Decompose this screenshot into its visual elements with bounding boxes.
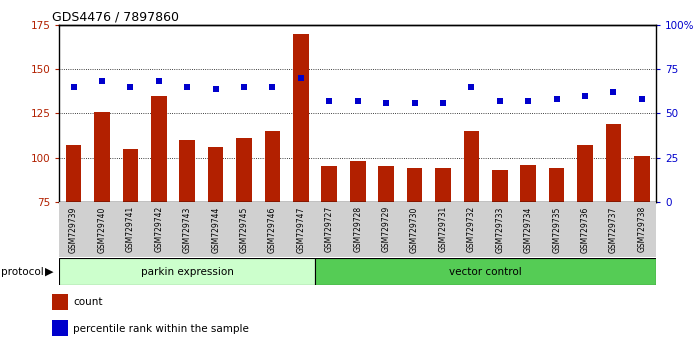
Bar xyxy=(293,34,309,202)
Bar xyxy=(59,258,315,285)
Text: GSM729742: GSM729742 xyxy=(154,206,163,252)
Bar xyxy=(350,161,366,202)
Text: GSM729734: GSM729734 xyxy=(524,206,533,252)
Point xyxy=(409,100,420,105)
Text: GSM729735: GSM729735 xyxy=(552,206,561,252)
Point xyxy=(637,96,648,102)
Bar xyxy=(94,112,110,202)
Point xyxy=(494,98,505,104)
Point xyxy=(295,75,306,81)
Text: GSM729744: GSM729744 xyxy=(211,206,220,252)
Bar xyxy=(179,140,195,202)
Text: GSM729728: GSM729728 xyxy=(353,206,362,252)
Bar xyxy=(634,156,650,202)
Bar xyxy=(549,168,565,202)
Point xyxy=(68,84,79,90)
Point xyxy=(153,79,164,84)
Point xyxy=(181,84,193,90)
Point xyxy=(551,96,562,102)
Point xyxy=(96,79,107,84)
Point xyxy=(523,98,534,104)
Bar xyxy=(463,131,480,202)
Text: ▶: ▶ xyxy=(45,267,54,276)
Text: GDS4476 / 7897860: GDS4476 / 7897860 xyxy=(52,11,179,24)
Text: protocol: protocol xyxy=(1,267,44,276)
Bar xyxy=(66,145,82,202)
Text: GSM729738: GSM729738 xyxy=(637,206,646,252)
Text: GSM729736: GSM729736 xyxy=(581,206,590,252)
Point xyxy=(466,84,477,90)
Bar xyxy=(492,170,507,202)
Text: GSM729746: GSM729746 xyxy=(268,206,277,252)
Text: GSM729731: GSM729731 xyxy=(438,206,447,252)
Bar xyxy=(322,166,337,202)
Text: percentile rank within the sample: percentile rank within the sample xyxy=(73,324,249,333)
Text: GSM729740: GSM729740 xyxy=(98,206,107,252)
Point xyxy=(267,84,278,90)
Bar xyxy=(407,168,422,202)
Text: GSM729732: GSM729732 xyxy=(467,206,476,252)
Text: GSM729729: GSM729729 xyxy=(382,206,391,252)
Bar xyxy=(123,149,138,202)
Bar xyxy=(265,131,281,202)
Point xyxy=(125,84,136,90)
Point xyxy=(210,86,221,91)
Point xyxy=(324,98,335,104)
Text: GSM729743: GSM729743 xyxy=(183,206,192,252)
Point xyxy=(608,89,619,95)
Bar xyxy=(577,145,593,202)
Text: GSM729747: GSM729747 xyxy=(297,206,306,252)
Point xyxy=(579,93,591,98)
Text: GSM729739: GSM729739 xyxy=(69,206,78,252)
Text: count: count xyxy=(73,297,103,307)
Bar xyxy=(208,147,223,202)
Point xyxy=(352,98,363,104)
Bar xyxy=(315,258,656,285)
Text: GSM729730: GSM729730 xyxy=(410,206,419,252)
Point xyxy=(239,84,250,90)
Text: GSM729737: GSM729737 xyxy=(609,206,618,252)
Point xyxy=(438,100,449,105)
Text: GSM729745: GSM729745 xyxy=(239,206,248,252)
Text: GSM729733: GSM729733 xyxy=(496,206,505,252)
Bar xyxy=(435,168,451,202)
Text: GSM729741: GSM729741 xyxy=(126,206,135,252)
Bar xyxy=(151,96,167,202)
Text: vector control: vector control xyxy=(450,267,522,277)
Point xyxy=(380,100,392,105)
Bar xyxy=(521,165,536,202)
Text: parkin expression: parkin expression xyxy=(141,267,234,277)
Bar xyxy=(236,138,252,202)
Bar xyxy=(606,124,621,202)
Bar xyxy=(378,166,394,202)
Text: GSM729727: GSM729727 xyxy=(325,206,334,252)
